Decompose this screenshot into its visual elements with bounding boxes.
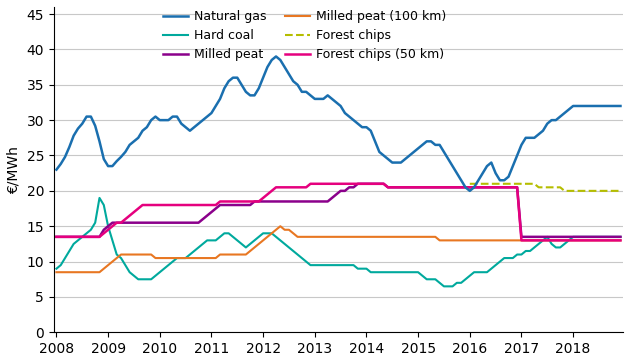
Y-axis label: €/MWh: €/MWh xyxy=(7,146,21,193)
Legend: Natural gas, Hard coal, Milled peat, Milled peat (100 km), Forest chips, Forest : Natural gas, Hard coal, Milled peat, Mil… xyxy=(163,10,447,61)
